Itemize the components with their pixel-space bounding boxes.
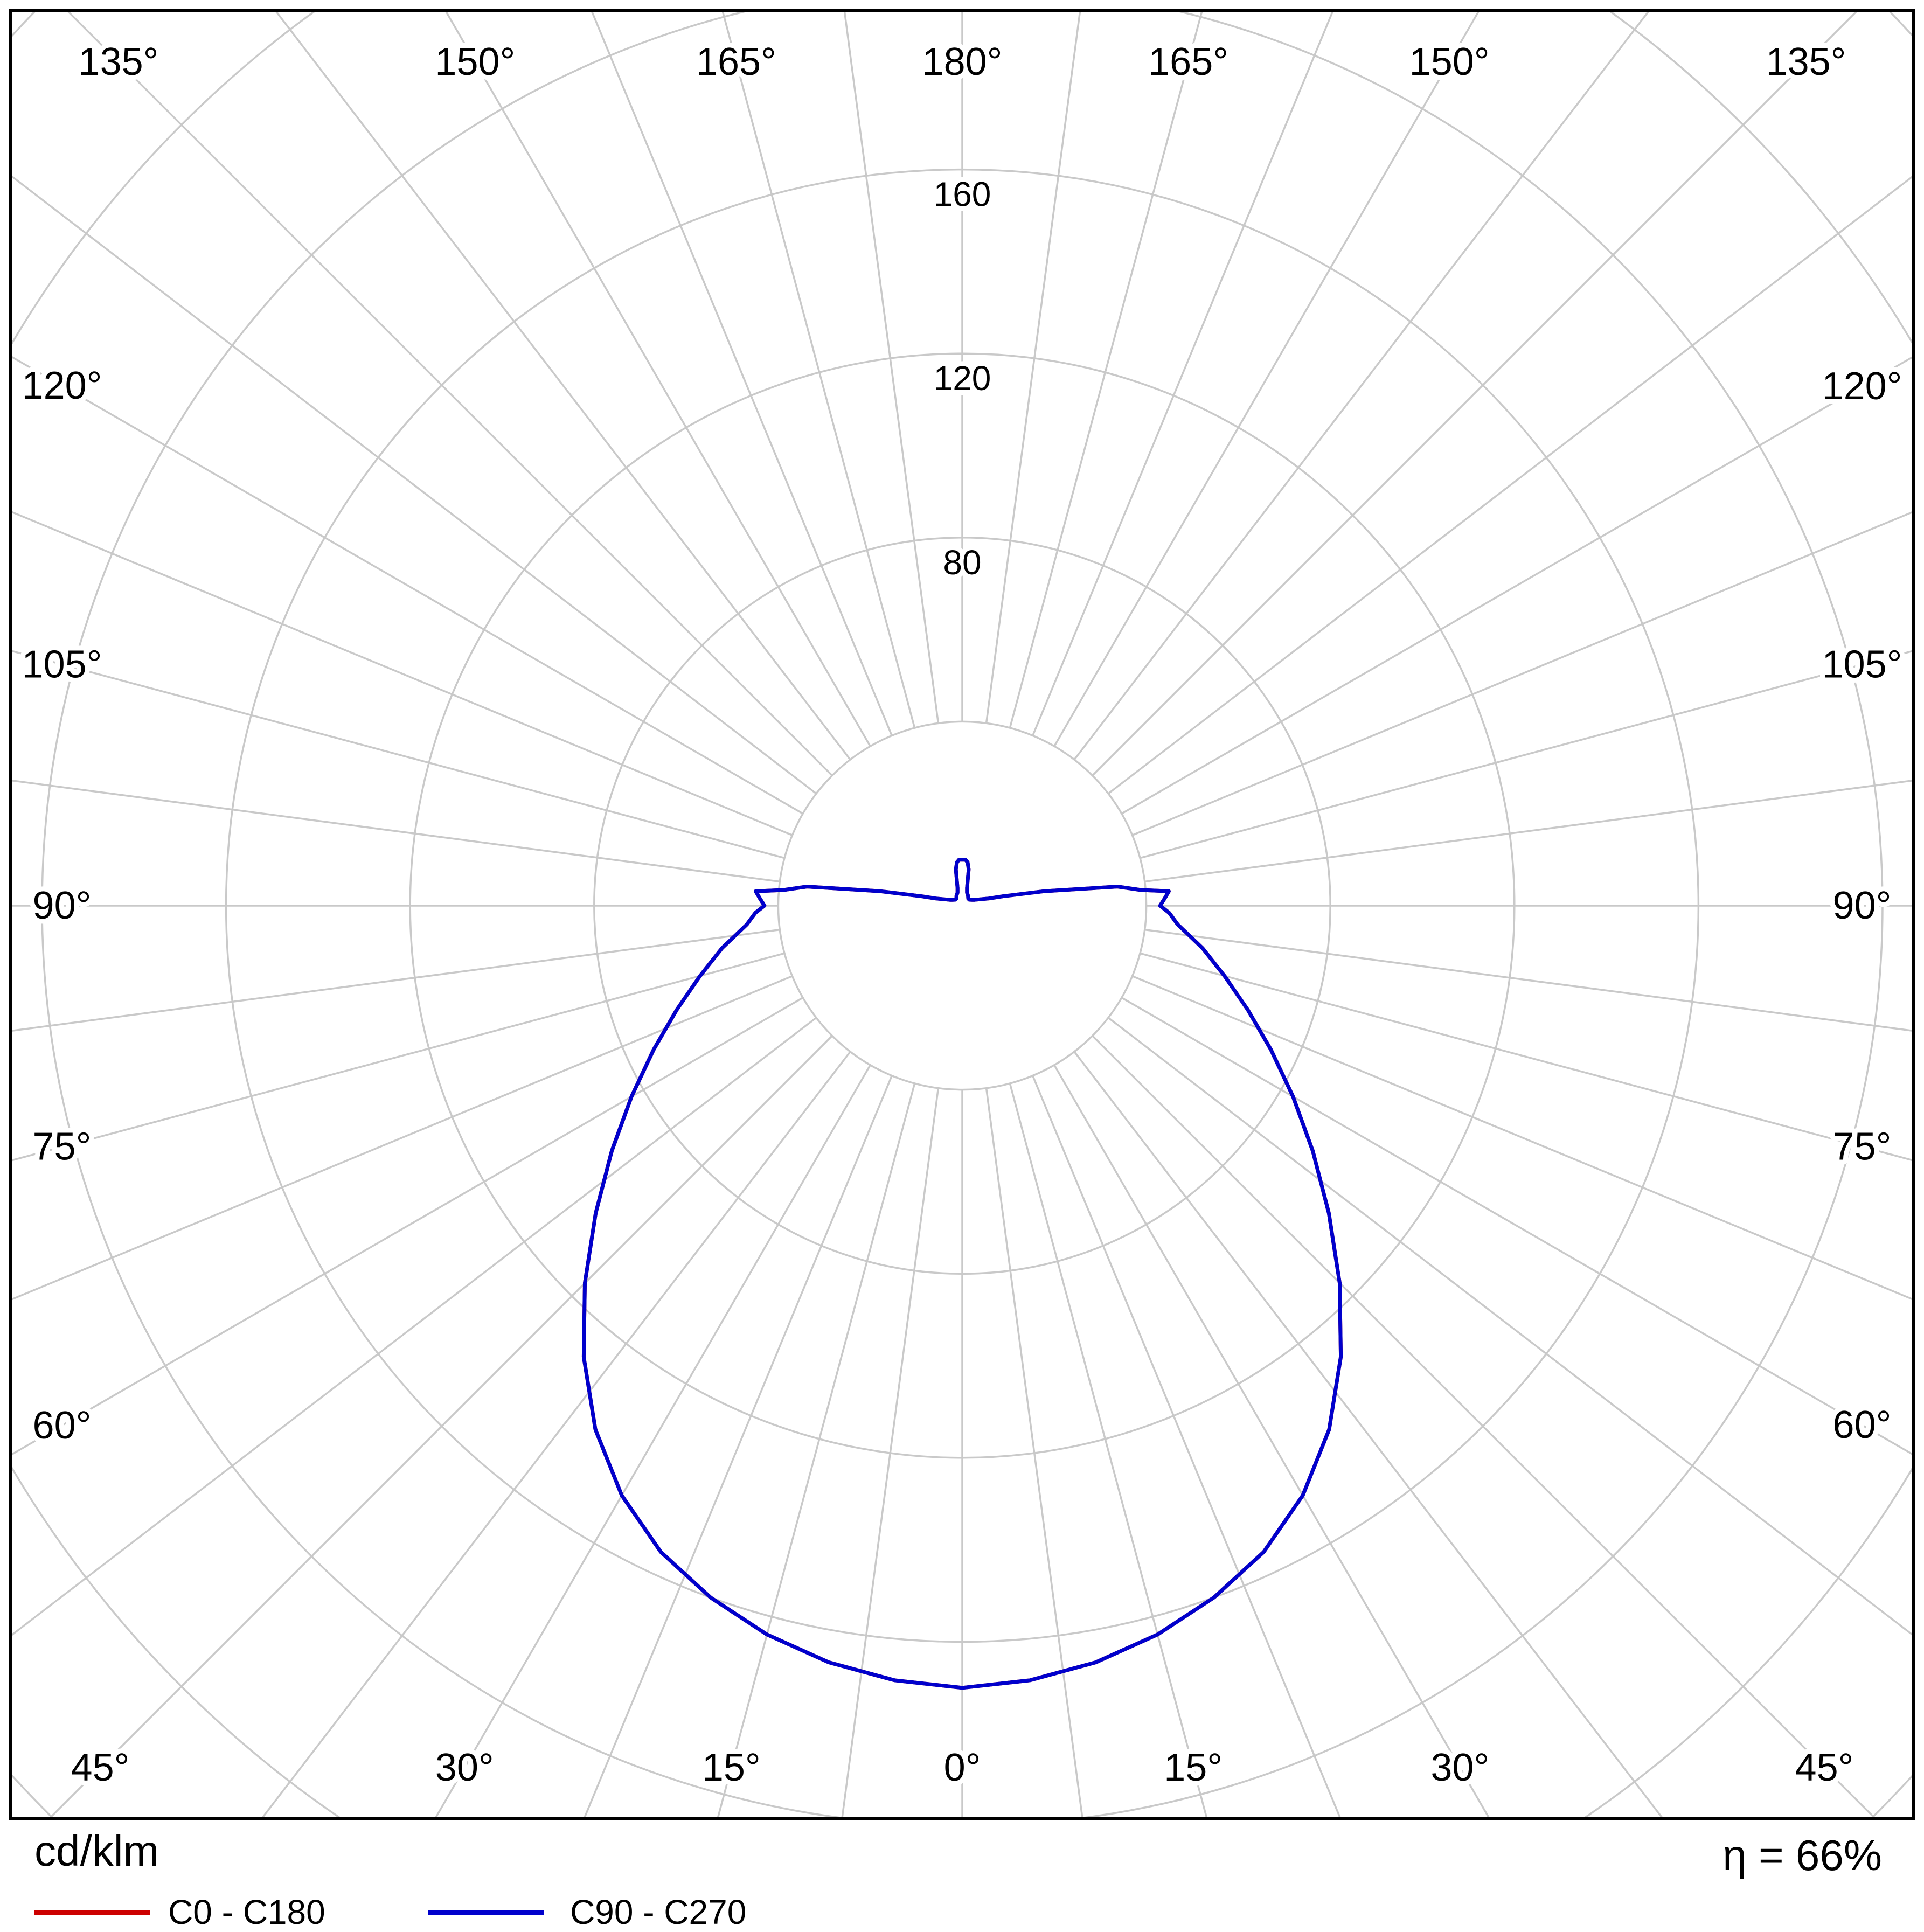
grid-spoke bbox=[12, 1017, 817, 1636]
grid-spoke bbox=[1053, 1064, 1490, 1817]
grid-spoke bbox=[1121, 997, 1912, 1455]
grid-spoke bbox=[584, 1075, 893, 1817]
grid-circle bbox=[777, 720, 1148, 1091]
grid-spoke bbox=[435, 1064, 871, 1817]
grid-spoke bbox=[591, 12, 893, 736]
angle-label: 45° bbox=[1795, 1746, 1854, 1789]
angle-label: 165° bbox=[1148, 40, 1228, 84]
grid-spoke bbox=[1032, 12, 1333, 736]
angle-label: 75° bbox=[1833, 1125, 1892, 1168]
axis-labels: 0° 15° 15° 30° 30° 45° 45° 60° 60° 75° 75° 90° 90° 10… bbox=[17, 36, 1907, 1794]
grid-spoke bbox=[12, 975, 793, 1301]
grid-spoke bbox=[1144, 928, 1912, 1032]
grid-spoke bbox=[1140, 952, 1912, 1161]
grid-spoke bbox=[721, 12, 916, 728]
grid-spoke bbox=[67, 12, 833, 776]
grid-spoke bbox=[1073, 12, 1649, 761]
grid-spoke bbox=[1032, 1075, 1341, 1817]
grid-spoke bbox=[49, 1035, 833, 1817]
grid-spoke bbox=[1121, 356, 1912, 815]
intensity-curves bbox=[581, 858, 1343, 1690]
angle-label: 45° bbox=[71, 1746, 130, 1789]
legend-label-c0-c180: C0 - C180 bbox=[168, 1893, 325, 1931]
grid-spoke bbox=[12, 511, 793, 836]
grid-spoke bbox=[1009, 12, 1203, 728]
grid-spoke bbox=[12, 952, 785, 1162]
angle-label: 15° bbox=[1164, 1746, 1223, 1789]
grid-spoke bbox=[1140, 650, 1912, 859]
angle-label: 120° bbox=[1822, 365, 1902, 408]
radial-tick-label: 160 bbox=[934, 175, 991, 214]
grid-spoke bbox=[841, 1088, 940, 1817]
grid-spoke bbox=[275, 12, 851, 761]
grid-spoke bbox=[1107, 176, 1912, 795]
grid-spoke bbox=[1092, 12, 1857, 776]
grid-spoke bbox=[1009, 1083, 1208, 1817]
angle-label: 15° bbox=[702, 1746, 761, 1789]
grid-spoke bbox=[1131, 511, 1912, 836]
grid-spoke bbox=[1131, 975, 1912, 1300]
angle-label: 30° bbox=[1430, 1746, 1489, 1789]
legend-swatch-c90-c270 bbox=[428, 1910, 544, 1915]
grid-spoke bbox=[1092, 1035, 1876, 1817]
grid-spoke bbox=[12, 928, 780, 1032]
angle-label: 90° bbox=[33, 884, 92, 927]
radial-tick-label: 80 bbox=[943, 543, 981, 582]
legend-label-c90-c270: C90 - C270 bbox=[570, 1893, 747, 1931]
grid-spoke bbox=[1144, 780, 1912, 883]
angle-label: 135° bbox=[79, 40, 159, 84]
angle-label: 105° bbox=[22, 643, 102, 686]
grid-spoke bbox=[843, 12, 940, 724]
angle-label: 120° bbox=[22, 364, 102, 407]
angle-label: 60° bbox=[33, 1404, 92, 1447]
angle-label: 60° bbox=[1833, 1403, 1892, 1447]
grid-spoke bbox=[12, 997, 804, 1455]
efficiency-label: η = 66% bbox=[1722, 1831, 1882, 1879]
chart-border bbox=[9, 9, 1915, 1820]
grid-spoke bbox=[12, 780, 780, 883]
angle-label: 150° bbox=[435, 40, 515, 84]
unit-label: cd/klm bbox=[34, 1827, 159, 1875]
grid-spoke bbox=[1073, 1051, 1663, 1817]
grid-spoke bbox=[717, 1083, 916, 1817]
grid-spoke bbox=[445, 12, 871, 747]
angle-label: 90° bbox=[1833, 884, 1892, 927]
grid-spoke bbox=[261, 1051, 851, 1817]
radial-tick-label: 120 bbox=[934, 359, 991, 398]
grid-spoke bbox=[1107, 1017, 1912, 1636]
angle-label: 180° bbox=[922, 40, 1003, 84]
legend-swatch-c0-c180 bbox=[34, 1910, 150, 1915]
angle-label: 0° bbox=[944, 1746, 981, 1789]
grid-spoke bbox=[985, 12, 1081, 724]
angle-label: 135° bbox=[1766, 40, 1846, 84]
grid-spoke bbox=[12, 650, 785, 859]
angle-label: 105° bbox=[1822, 643, 1902, 686]
grid-spoke bbox=[985, 1088, 1083, 1817]
angle-label: 150° bbox=[1409, 40, 1490, 84]
grid-spoke bbox=[12, 356, 804, 815]
grid-spoke bbox=[1053, 12, 1480, 747]
angle-label: 75° bbox=[33, 1125, 92, 1169]
angle-label: 165° bbox=[696, 40, 776, 84]
curve-c90-c270 bbox=[581, 858, 1343, 1690]
grid-spoke bbox=[12, 175, 817, 795]
angle-label: 30° bbox=[435, 1746, 494, 1789]
